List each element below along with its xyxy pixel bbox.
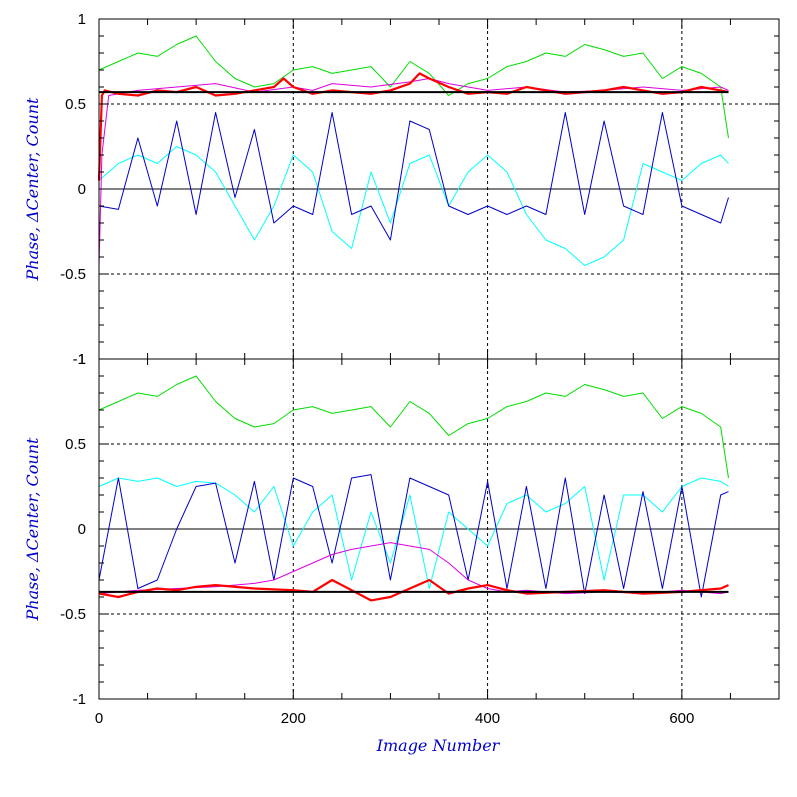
series-line-1 xyxy=(98,146,729,266)
y-tick-label: 0.5 xyxy=(65,96,86,113)
series-line-0 xyxy=(98,35,729,139)
y-tick-label: -1 xyxy=(73,351,86,368)
series-line-4 xyxy=(98,578,729,602)
y-tick-label: 0 xyxy=(78,181,86,198)
x-tick-label: 400 xyxy=(475,710,500,727)
series-line-2 xyxy=(98,112,729,241)
series-line-2 xyxy=(98,474,729,598)
y-tick-label: 0 xyxy=(78,521,86,538)
y-axis-label: Phase, ΔCenter, Count xyxy=(23,437,42,621)
series-line-3 xyxy=(98,78,729,266)
y-tick-label: -0.5 xyxy=(60,266,86,283)
y-tick-label: -1 xyxy=(73,691,86,708)
top-panel: -1 -0.5 0 0.5 1 Phase, ΔCenter, Count xyxy=(23,11,780,368)
y-tick-label: 1 xyxy=(78,351,86,368)
x-tick-label: 0 xyxy=(95,710,103,727)
y-tick-label: -0.5 xyxy=(60,606,86,623)
y-axis-label: Phase, ΔCenter, Count xyxy=(23,97,42,281)
series-line-0 xyxy=(98,375,729,479)
x-axis-label: Image Number xyxy=(376,736,501,755)
series-line-4 xyxy=(97,72,729,181)
series-line-1 xyxy=(98,477,729,589)
y-tick-label: 1 xyxy=(78,11,86,28)
x-tick-label: 600 xyxy=(669,710,694,727)
bottom-panel: -1 -0.5 0 0.5 1 0 200 400 600 Phase, ΔCenter, Cou… xyxy=(23,351,780,727)
x-tick-label: 200 xyxy=(281,710,306,727)
y-tick-label: 0.5 xyxy=(65,436,86,453)
